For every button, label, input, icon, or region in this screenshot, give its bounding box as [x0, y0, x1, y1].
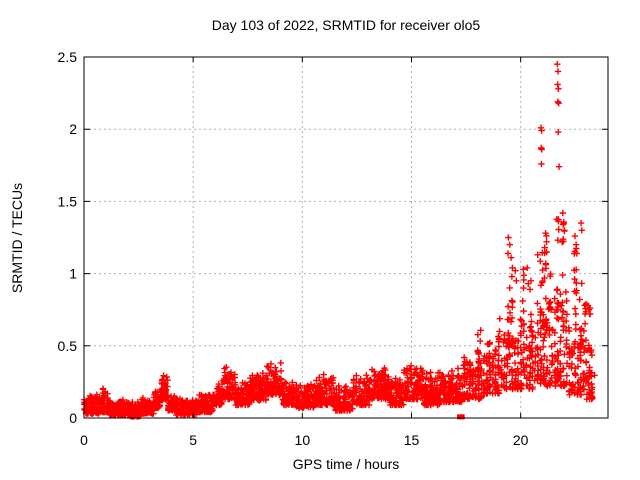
y-tick-label: 0	[69, 410, 77, 426]
plot-border	[83, 56, 609, 419]
x-tick-label: 10	[295, 432, 311, 448]
y-tick-label: 1.5	[58, 193, 78, 209]
x-tick-label: 0	[80, 432, 88, 448]
tick-marks	[83, 56, 608, 419]
square-marker	[459, 414, 465, 420]
axes-layer: 0 5 10 15 20 0 0.5 1 1.5 2 2.5	[58, 49, 609, 448]
y-tick-label: 1	[69, 266, 77, 282]
y-axis-label: SRMTID / TECUs	[9, 183, 25, 293]
grid-dotted-lines	[84, 57, 608, 418]
y-tick-label: 2	[69, 121, 77, 137]
grid-lines	[84, 57, 608, 418]
x-tick-label: 15	[404, 432, 420, 448]
x-tick-label: 5	[189, 432, 197, 448]
plus-markers	[80, 61, 598, 420]
square-marker	[457, 414, 463, 420]
data-points-layer	[80, 61, 598, 420]
y-tick-label: 2.5	[58, 49, 78, 65]
x-axis-label: GPS time / hours	[293, 456, 400, 472]
y-tick-label: 0.5	[58, 338, 78, 354]
x-tick-label: 20	[513, 432, 529, 448]
chart-title: Day 103 of 2022, SRMTID for receiver olo…	[212, 17, 481, 33]
